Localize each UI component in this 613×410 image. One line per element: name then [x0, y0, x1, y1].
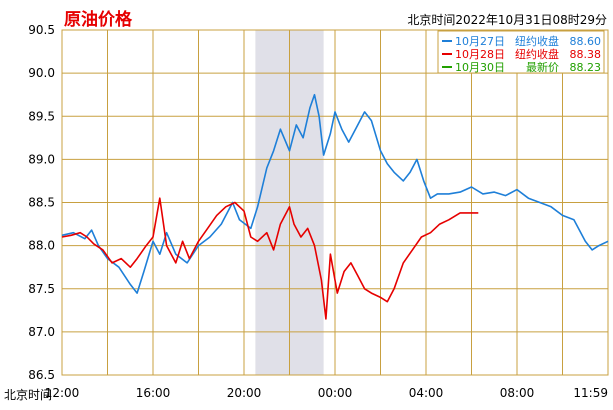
series-line-2 [61, 197, 479, 320]
legend: 10月27日 纽约收盘 88.60 10月28日 纽约收盘 88.38 10月30日 最新价 8… [437, 30, 605, 74]
legend-date: 10月27日 [455, 35, 505, 48]
y-tick-label: 90.0 [28, 66, 55, 80]
chart-grid [61, 29, 609, 376]
y-tick-label: 89.5 [28, 109, 55, 123]
y-tick-label: 86.5 [28, 368, 55, 382]
legend-label: 纽约收盘 [515, 47, 559, 61]
y-tick-label: 88.0 [28, 239, 55, 253]
legend-value: 88.23 [570, 61, 602, 74]
x-axis-label: 北京时间 [4, 388, 53, 402]
chart-title: 原油价格 [64, 10, 132, 30]
x-tick-label: 20:00 [227, 386, 262, 400]
x-axis-ticks: 12:00 16:00 20:00 00:00 04:00 08:00 11:59 [45, 386, 608, 400]
legend-date: 10月28日 [455, 48, 505, 61]
series-lines [61, 93, 609, 320]
timestamp: 北京时间2022年10月31日08时29分 [407, 13, 607, 27]
legend-date: 10月30日 [455, 61, 505, 74]
x-tick-label: 04:00 [409, 386, 444, 400]
plot-border [61, 29, 609, 376]
series-line-1 [61, 93, 609, 294]
x-tick-label: 11:59 [573, 386, 608, 400]
x-tick-label: 12:00 [45, 386, 80, 400]
legend-value: 88.38 [570, 48, 602, 61]
y-tick-label: 88.5 [28, 196, 55, 210]
y-tick-label: 87.5 [28, 282, 55, 296]
legend-box [437, 30, 605, 74]
y-tick-label: 89.0 [28, 152, 55, 166]
y-tick-label: 90.5 [28, 23, 55, 37]
y-axis-ticks: 90.5 90.0 89.5 89.0 88.5 88.0 87.5 87.0 86.5 [28, 23, 55, 382]
legend-label: 最新价 [526, 60, 559, 74]
x-tick-label: 08:00 [500, 386, 535, 400]
x-tick-label: 16:00 [136, 386, 171, 400]
y-tick-label: 87.0 [28, 325, 55, 339]
x-tick-label: 00:00 [318, 386, 353, 400]
legend-label: 纽约收盘 [515, 34, 559, 48]
legend-value: 88.60 [570, 35, 602, 48]
